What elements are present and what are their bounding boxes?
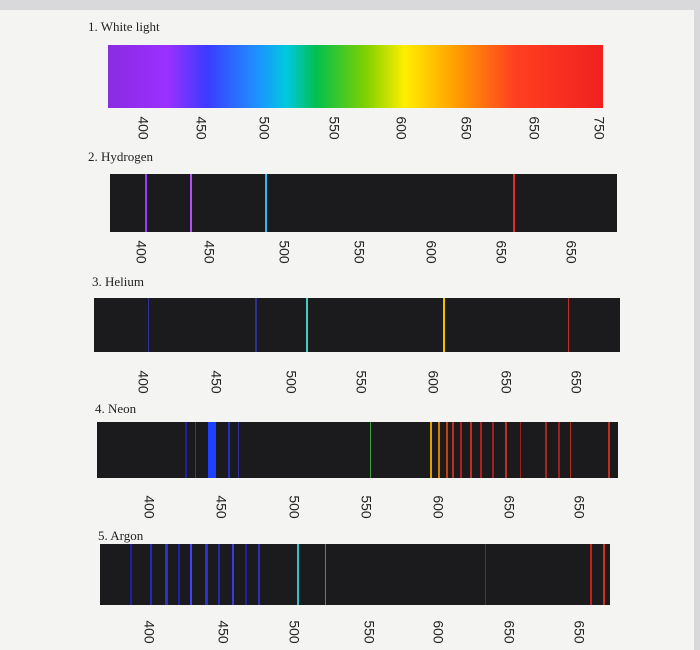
spectral-line xyxy=(513,174,515,232)
spectral-line xyxy=(460,422,462,478)
tick-label: 400 xyxy=(135,116,151,140)
tick-label: 650 xyxy=(501,620,517,644)
spectral-line xyxy=(590,544,592,605)
tick-label: 500 xyxy=(286,495,302,519)
spectral-line xyxy=(520,422,521,478)
spectral-line xyxy=(228,422,230,478)
tick-label: 500 xyxy=(283,370,299,394)
spectrum-bar xyxy=(108,45,603,108)
spectral-line xyxy=(297,544,299,605)
spectral-line xyxy=(148,298,149,352)
tick-label: 650 xyxy=(563,240,579,264)
tick-label: 400 xyxy=(133,240,149,264)
spectral-line xyxy=(443,298,445,352)
spectral-line xyxy=(430,422,432,478)
section-title: 5. Argon xyxy=(98,528,144,543)
spectral-line xyxy=(470,422,472,478)
tick-label: 750 xyxy=(591,116,607,140)
spectrum-bar xyxy=(94,298,620,352)
tick-label: 550 xyxy=(353,370,369,394)
spectral-line xyxy=(185,422,187,478)
tick-label: 500 xyxy=(276,240,292,264)
tick-label: 450 xyxy=(193,116,209,140)
spectral-line xyxy=(568,298,569,352)
spectral-line xyxy=(190,174,192,232)
spectral-line xyxy=(150,544,152,605)
spectral-line xyxy=(232,544,234,605)
spectral-line xyxy=(485,544,486,605)
spectral-line xyxy=(545,422,547,478)
spectral-line xyxy=(438,422,440,478)
tick-label: 650 xyxy=(571,620,587,644)
tick-label: 650 xyxy=(501,495,517,519)
tick-label: 450 xyxy=(215,620,231,644)
spectral-line xyxy=(130,544,132,605)
spectral-line xyxy=(205,544,208,605)
tick-label: 600 xyxy=(393,116,409,140)
spectral-line xyxy=(195,422,196,478)
tick-label: 650 xyxy=(458,116,474,140)
tick-label: 450 xyxy=(213,495,229,519)
tick-label: 650 xyxy=(493,240,509,264)
tick-label: 550 xyxy=(326,116,342,140)
spectral-line xyxy=(446,422,448,478)
spectral-line xyxy=(603,544,605,605)
tick-label: 400 xyxy=(141,620,157,644)
spectral-line xyxy=(178,544,180,605)
spectral-line xyxy=(245,544,247,605)
tick-label: 650 xyxy=(498,370,514,394)
spectral-line xyxy=(165,544,168,605)
spectral-line xyxy=(370,422,371,478)
spectral-line xyxy=(492,422,494,478)
spectral-line xyxy=(570,422,571,478)
spectral-line xyxy=(238,422,239,478)
section-title: 4. Neon xyxy=(95,401,137,416)
tick-label: 650 xyxy=(571,495,587,519)
tick-label: 500 xyxy=(256,116,272,140)
tick-label: 600 xyxy=(430,620,446,644)
tick-label: 550 xyxy=(351,240,367,264)
spectral-line xyxy=(258,544,260,605)
tick-label: 650 xyxy=(568,370,584,394)
spectral-line xyxy=(255,298,257,352)
spectrum-bar xyxy=(100,544,610,605)
spectral-line xyxy=(145,174,147,232)
spectral-line xyxy=(190,544,192,605)
tick-label: 600 xyxy=(430,495,446,519)
section-title: 2. Hydrogen xyxy=(88,149,153,164)
section-title: 3. Helium xyxy=(92,274,144,289)
tick-label: 450 xyxy=(208,370,224,394)
spectral-line xyxy=(325,544,326,605)
tick-label: 600 xyxy=(425,370,441,394)
spectral-line xyxy=(218,544,220,605)
spectrum-bar xyxy=(97,422,618,478)
tick-label: 450 xyxy=(201,240,217,264)
section-title: 1. White light xyxy=(88,19,160,34)
tick-label: 550 xyxy=(361,620,377,644)
spectral-line xyxy=(608,422,610,478)
spectral-line xyxy=(505,422,507,478)
tick-label: 400 xyxy=(135,370,151,394)
spectral-line xyxy=(480,422,482,478)
spectral-line xyxy=(208,422,216,478)
tick-label: 650 xyxy=(526,116,542,140)
spectral-line xyxy=(265,174,267,232)
tick-label: 400 xyxy=(141,495,157,519)
tick-label: 500 xyxy=(286,620,302,644)
spectral-line xyxy=(306,298,308,352)
spectrum-bar xyxy=(110,174,617,232)
spectral-line xyxy=(558,422,560,478)
tick-label: 550 xyxy=(358,495,374,519)
spectral-line xyxy=(452,422,454,478)
tick-label: 600 xyxy=(423,240,439,264)
